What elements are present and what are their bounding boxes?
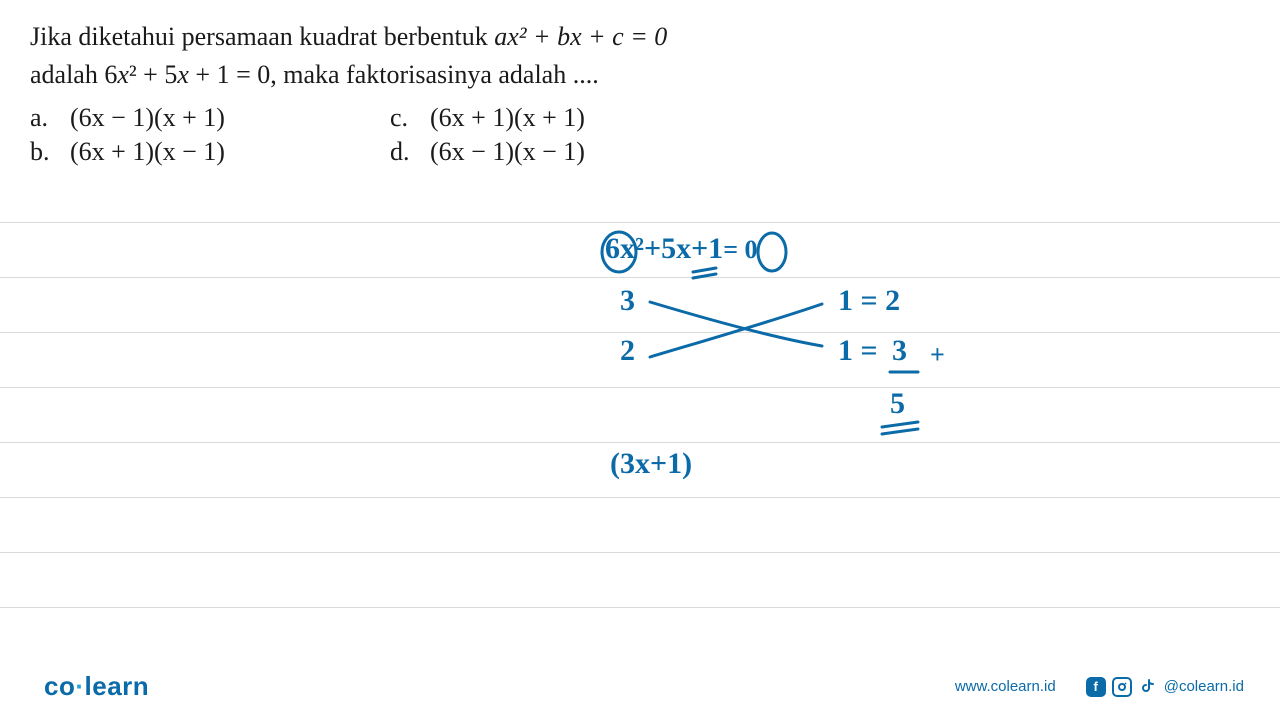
hw-5: 5 — [890, 387, 905, 421]
option-a: a. (6x − 1)(x + 1) — [30, 103, 390, 133]
brand-dot: · — [75, 671, 84, 701]
footer-right: www.colearn.id f @colearn.id — [955, 677, 1244, 697]
hw-1-eq: 1 = — [838, 334, 878, 368]
website-url: www.colearn.id — [955, 678, 1056, 695]
handwriting-strokes — [0, 222, 1280, 662]
question-line-2: adalah 6x² + 5x + 1 = 0, maka faktorisas… — [30, 56, 1250, 94]
option-letter-b: b. — [30, 137, 70, 167]
hw-3b: 3 — [892, 334, 907, 368]
question-line-1: Jika diketahui persamaan kuadrat berbent… — [30, 18, 1250, 56]
option-expr-d: (6x − 1)(x − 1) — [430, 137, 585, 167]
q2-text-pre: adalah — [30, 60, 104, 89]
hw-equation: 6x²+5x+1= 0 — [605, 232, 758, 266]
question-block: Jika diketahui persamaan kuadrat berbent… — [0, 0, 1280, 167]
hw-3: 3 — [620, 284, 635, 318]
facebook-icon: f — [1086, 677, 1106, 697]
tiktok-icon — [1138, 677, 1158, 697]
instagram-icon — [1112, 677, 1132, 697]
option-expr-a: (6x − 1)(x + 1) — [70, 103, 225, 133]
q1-math: ax² + bx + c = 0 — [494, 22, 667, 51]
option-expr-b: (6x + 1)(x − 1) — [70, 137, 225, 167]
options-grid: a. (6x − 1)(x + 1) c. (6x + 1)(x + 1) b.… — [30, 103, 1250, 167]
option-letter-c: c. — [390, 103, 430, 133]
option-d: d. (6x − 1)(x − 1) — [390, 137, 750, 167]
brand-logo: co·learn — [44, 671, 149, 702]
hw-plus: + — [930, 340, 945, 370]
option-b: b. (6x + 1)(x − 1) — [30, 137, 390, 167]
option-expr-c: (6x + 1)(x + 1) — [430, 103, 585, 133]
hw-2: 2 — [620, 334, 635, 368]
footer-bar: co·learn www.colearn.id f @colearn.id — [0, 671, 1280, 702]
q1-text: Jika diketahui persamaan kuadrat berbent… — [30, 22, 494, 51]
q2-text-post: , maka faktorisasinya adalah .... — [270, 60, 599, 89]
social-handle: @colearn.id — [1164, 678, 1244, 695]
notebook-area: 6x²+5x+1= 0 3 1 = 2 2 1 = 3 + 5 (3x+1) — [0, 222, 1280, 658]
brand-co: co — [44, 671, 75, 701]
hw-factor: (3x+1) — [610, 447, 692, 481]
brand-learn: learn — [85, 671, 150, 701]
option-letter-d: d. — [390, 137, 430, 167]
hw-1-eq-2: 1 = 2 — [838, 284, 900, 318]
social-block: f @colearn.id — [1086, 677, 1244, 697]
option-c: c. (6x + 1)(x + 1) — [390, 103, 750, 133]
option-letter-a: a. — [30, 103, 70, 133]
q2-math: 6x² + 5x + 1 = 0 — [104, 60, 270, 89]
